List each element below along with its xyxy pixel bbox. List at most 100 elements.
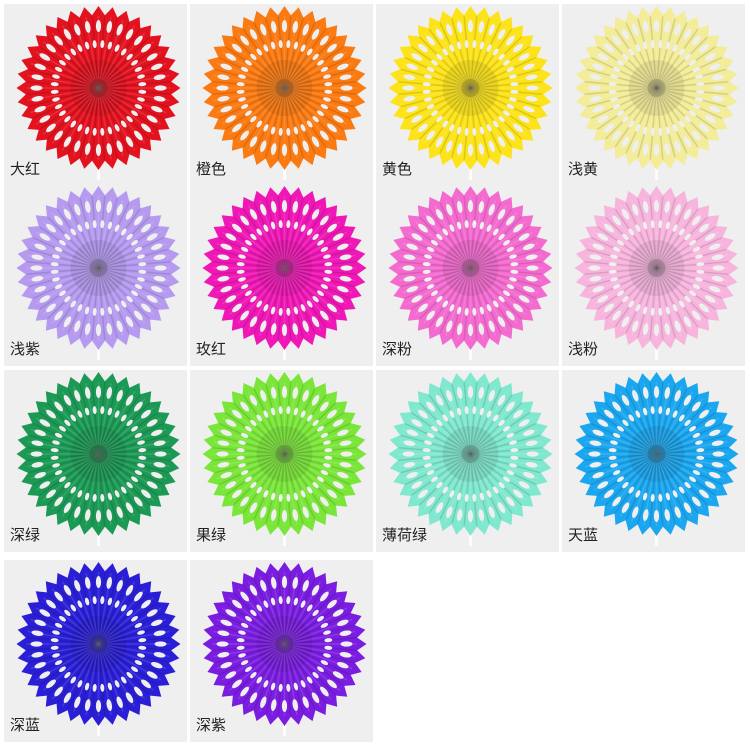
fan-hole bbox=[141, 599, 151, 609]
fan-hole bbox=[92, 596, 97, 605]
fan-hole bbox=[622, 481, 629, 489]
fan-hole bbox=[695, 254, 703, 259]
fan-hole bbox=[74, 140, 81, 152]
fan-hole bbox=[300, 304, 306, 312]
fan-pleat bbox=[469, 22, 502, 89]
fan-pleat bbox=[605, 36, 658, 89]
fan-hole bbox=[106, 577, 113, 589]
fan-hole bbox=[658, 127, 663, 136]
fan-pleat bbox=[218, 267, 285, 300]
fan-pleat bbox=[637, 18, 658, 89]
fan-pleat bbox=[97, 643, 141, 704]
fan-pleat bbox=[265, 87, 286, 158]
fan-pleat bbox=[590, 56, 657, 89]
fan-hole bbox=[217, 74, 230, 80]
fan-hole bbox=[300, 410, 306, 418]
fan-hole bbox=[320, 496, 329, 507]
fan-hole bbox=[64, 233, 71, 241]
fan-center bbox=[275, 445, 294, 463]
fan-hole bbox=[312, 609, 319, 617]
fan-hole bbox=[236, 269, 245, 274]
fan-hole bbox=[486, 490, 492, 498]
fan-hole bbox=[77, 410, 83, 418]
fan-hole bbox=[622, 419, 629, 427]
fan-pleat bbox=[218, 643, 285, 676]
fan-hole bbox=[692, 432, 701, 438]
fan-pleat bbox=[218, 422, 285, 455]
fan-pleat bbox=[98, 453, 169, 474]
fan-hole bbox=[506, 401, 515, 412]
fan-hole bbox=[430, 110, 438, 117]
fan-hole bbox=[106, 387, 113, 399]
color-label: 天蓝 bbox=[568, 526, 598, 544]
fan-pleat bbox=[98, 248, 169, 269]
fan-hole bbox=[34, 106, 46, 113]
fan-pleat bbox=[26, 80, 99, 89]
fan-hole bbox=[513, 303, 523, 313]
fan-hole bbox=[278, 683, 283, 692]
fan-pleat bbox=[39, 226, 99, 269]
fan-hole bbox=[137, 277, 145, 282]
fan-hole bbox=[403, 96, 416, 102]
fan-body bbox=[574, 186, 739, 350]
fan-pleat bbox=[590, 267, 657, 300]
fan-hole bbox=[610, 74, 618, 79]
fan-hole bbox=[141, 489, 151, 499]
fan-pleat bbox=[97, 402, 150, 455]
fan-hole bbox=[674, 24, 681, 36]
fan-hole bbox=[114, 124, 120, 132]
fan-pleat bbox=[283, 643, 327, 704]
fan-pleat bbox=[56, 584, 100, 645]
fan-hole bbox=[220, 243, 232, 250]
fan-hole bbox=[137, 74, 145, 79]
fan-hole bbox=[260, 696, 267, 708]
fan-pleat bbox=[586, 248, 657, 269]
fan-hole bbox=[54, 130, 63, 141]
fan-hole bbox=[281, 324, 288, 336]
fan-hole bbox=[126, 671, 133, 679]
fan-hole bbox=[220, 619, 232, 626]
fan-pleat bbox=[404, 87, 471, 120]
fan-pleat bbox=[97, 578, 130, 645]
fan-hole bbox=[411, 419, 423, 427]
fan-hole bbox=[217, 440, 230, 446]
fan-hole bbox=[497, 394, 506, 406]
fan-hole bbox=[435, 316, 444, 328]
fan-hole bbox=[332, 295, 344, 303]
fan-hole bbox=[337, 472, 349, 479]
fan-hole bbox=[125, 28, 134, 40]
fan-hole bbox=[678, 486, 685, 494]
fan-pleat bbox=[590, 236, 657, 269]
fan-pleat bbox=[277, 16, 286, 89]
fan-hole bbox=[513, 43, 523, 53]
fan-hole bbox=[39, 481, 51, 489]
fan-hole bbox=[270, 387, 277, 399]
fan-pleat bbox=[97, 208, 141, 269]
fan-hole bbox=[642, 407, 648, 416]
fan-hole bbox=[232, 489, 242, 499]
fan-hole bbox=[320, 310, 329, 321]
fan-hole bbox=[70, 120, 77, 128]
fan-hole bbox=[435, 136, 444, 148]
fan-hole bbox=[472, 127, 477, 136]
fan-pleat bbox=[398, 87, 471, 96]
fan-hole bbox=[240, 470, 249, 476]
fan-hole bbox=[426, 432, 435, 438]
fan-pleat bbox=[614, 208, 658, 269]
fan-body bbox=[16, 186, 181, 350]
fan-hole bbox=[650, 127, 655, 136]
fan-hole bbox=[236, 638, 245, 643]
fan-hole bbox=[151, 286, 163, 293]
fan-pleat bbox=[284, 46, 344, 89]
fan-hole bbox=[709, 472, 721, 479]
fan-hole bbox=[689, 425, 697, 432]
fan-hole bbox=[642, 41, 648, 50]
fan-hole bbox=[665, 41, 671, 50]
fan-pleat bbox=[67, 267, 100, 334]
fan-hole bbox=[339, 652, 352, 658]
fan-hole bbox=[84, 682, 90, 691]
fan-hole bbox=[689, 476, 697, 483]
fan-hole bbox=[311, 316, 320, 328]
fan-hole bbox=[138, 448, 147, 453]
fan-hole bbox=[137, 97, 145, 102]
